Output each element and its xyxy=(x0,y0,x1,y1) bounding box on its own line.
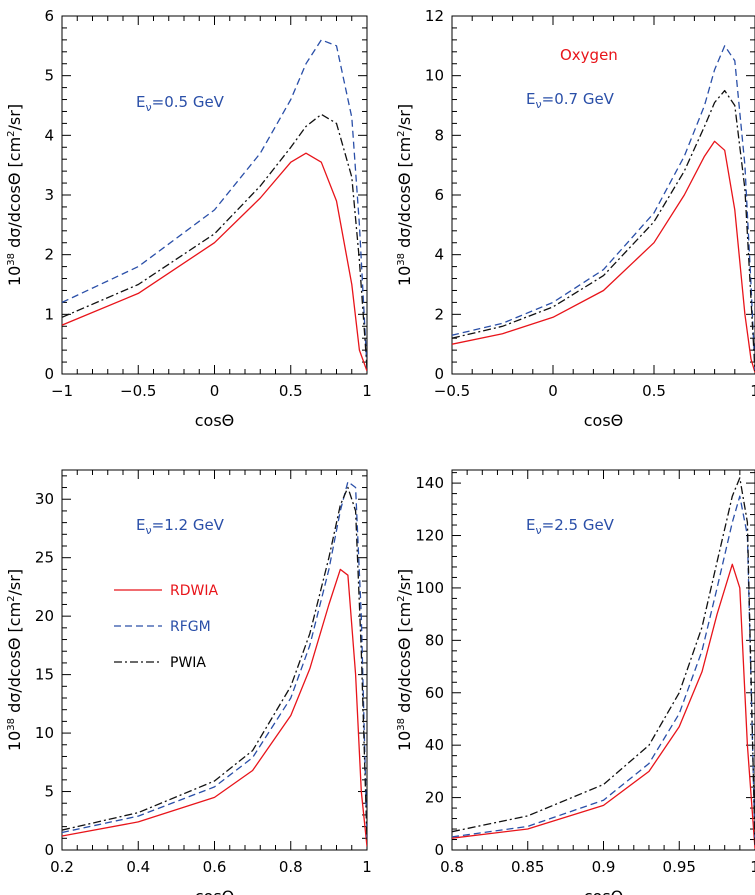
x-tick-label: 1 xyxy=(362,382,372,400)
y-tick-label: 25 xyxy=(35,549,54,567)
y-tick-label: 12 xyxy=(425,7,444,25)
y-tick-label: 20 xyxy=(35,607,54,625)
y-tick-label: 10 xyxy=(35,724,54,742)
panel-4: 0 20 40 60 80 100 120 140 0.8 0.85 0.9 0.95 1 cosΘ 103… xyxy=(395,469,755,895)
energy-label: Eν=0.5 GeV xyxy=(136,93,225,114)
x-tick-label: 1 xyxy=(362,858,372,876)
x-tick-label: 0.9 xyxy=(592,858,616,876)
series-rfgm xyxy=(62,39,367,369)
x-axis-label: cosΘ xyxy=(584,887,624,895)
x-tick-label: −0.5 xyxy=(434,382,470,400)
y-tick-label: 0 xyxy=(44,841,54,859)
x-axis-label: cosΘ xyxy=(195,887,235,895)
y-tick-label: 15 xyxy=(35,666,54,684)
x-tick-label: 0.2 xyxy=(50,858,74,876)
y-tick-label: 30 xyxy=(35,490,54,508)
series-rdwia xyxy=(452,140,755,373)
y-tick-label: 2 xyxy=(434,305,444,323)
energy-label: Eν=2.5 GeV xyxy=(526,516,615,537)
y-tick-label: 2 xyxy=(44,246,54,264)
x-tick-label: 0.8 xyxy=(279,858,303,876)
x-tick-label: 0.4 xyxy=(126,858,150,876)
nucleus-label: Oxygen xyxy=(560,46,618,64)
y-tick-label: 5 xyxy=(44,67,54,85)
x-axis-label: cosΘ xyxy=(195,411,235,430)
x-tick-label: 0.85 xyxy=(511,858,544,876)
series-rdwia xyxy=(452,563,755,849)
series-pwia xyxy=(62,486,367,841)
legend-label-pwia: PWIA xyxy=(170,655,206,671)
series-rdwia xyxy=(62,152,367,372)
y-tick-label: 3 xyxy=(44,186,54,204)
x-axis-label: cosΘ xyxy=(584,411,624,430)
energy-label: Eν=0.7 GeV xyxy=(526,90,615,111)
legend-label-rdwia: RDWIA xyxy=(170,583,218,599)
x-tick-label: 1 xyxy=(750,382,755,400)
y-tick-label: 20 xyxy=(425,789,444,807)
y-axis-label: 1038 dσ/dcosΘ [cm2/sr] xyxy=(5,104,24,286)
series-rdwia xyxy=(62,568,367,847)
y-axis-label: 1038 dσ/dcosΘ [cm2/sr] xyxy=(395,104,414,286)
y-tick-label: 0 xyxy=(434,841,444,859)
y-tick-label: 4 xyxy=(434,246,444,264)
y-axis-label: 1038 dσ/dcosΘ [cm2/sr] xyxy=(395,569,414,751)
y-tick-label: 0 xyxy=(434,365,444,383)
x-tick-label: 0.6 xyxy=(203,858,227,876)
plot-frame xyxy=(61,15,368,375)
y-tick-label: 120 xyxy=(415,527,444,545)
y-tick-label: 10 xyxy=(425,67,444,85)
y-tick-label: 5 xyxy=(44,783,54,801)
x-tick-label: −1 xyxy=(51,382,73,400)
series-rfgm xyxy=(452,495,755,845)
x-tick-label: 0 xyxy=(548,382,558,400)
y-tick-label: 80 xyxy=(425,631,444,649)
y-tick-label: 6 xyxy=(434,186,444,204)
series-pwia xyxy=(452,89,755,372)
x-tick-label: 0.95 xyxy=(663,858,696,876)
y-tick-label: 6 xyxy=(44,7,54,25)
panel-3: 0 5 10 15 20 25 30 0.2 0.4 0.6 0.8 1 cosΘ 1038 dσ/dco… xyxy=(5,469,372,895)
y-tick-label: 4 xyxy=(44,126,54,144)
series-rfgm xyxy=(62,481,367,839)
y-tick-label: 60 xyxy=(425,684,444,702)
x-tick-label: 1 xyxy=(750,858,755,876)
x-tick-label: 0.8 xyxy=(440,858,464,876)
y-tick-label: 1 xyxy=(44,305,54,323)
y-tick-label: 140 xyxy=(415,474,444,492)
legend-label-rfgm: RFGM xyxy=(170,619,211,635)
plot-frame xyxy=(451,15,755,375)
series-pwia xyxy=(62,113,367,369)
y-tick-label: 0 xyxy=(44,365,54,383)
y-tick-label: 8 xyxy=(434,126,444,144)
panel-1: 0 1 2 3 4 5 6 −1 −0.5 0 0.5 1 cosΘ 1038 dσ/dcosΘ [cm2… xyxy=(5,7,372,430)
x-tick-label: −0.5 xyxy=(120,382,156,400)
y-axis-label: 1038 dσ/dcosΘ [cm2/sr] xyxy=(5,569,24,751)
x-tick-label: 0 xyxy=(210,382,220,400)
y-tick-label: 100 xyxy=(415,579,444,597)
energy-label: Eν=1.2 GeV xyxy=(136,516,225,537)
x-tick-label: 0.5 xyxy=(279,382,303,400)
x-tick-label: 0.5 xyxy=(642,382,666,400)
series-pwia xyxy=(452,477,755,845)
y-tick-label: 40 xyxy=(425,736,444,754)
